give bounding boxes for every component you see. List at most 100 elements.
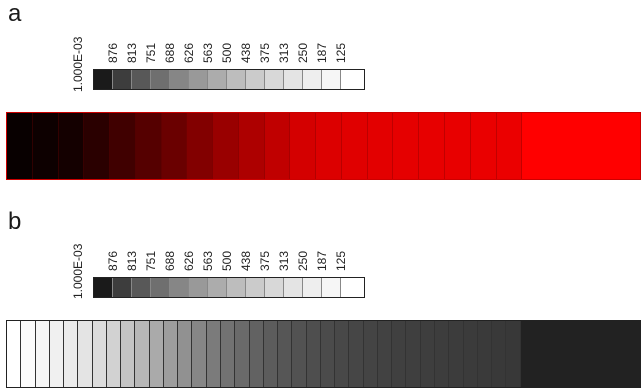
strip-segment [220, 321, 236, 387]
legend-swatch [284, 70, 303, 89]
tick-label: 125 [334, 42, 348, 63]
strip-segment [477, 321, 493, 387]
strip-segment [292, 321, 307, 387]
strip-segment [163, 321, 179, 387]
strip-segment [434, 321, 450, 387]
panel-label-b: b [8, 208, 22, 235]
tick-label: 500 [220, 42, 234, 63]
strip-segment [263, 321, 279, 387]
legend-swatch [246, 278, 265, 297]
legend-swatch [94, 278, 113, 297]
tick-label: 626 [182, 250, 196, 271]
tick-label: 438 [239, 250, 253, 271]
strip-segment [149, 321, 164, 387]
legend-swatch [208, 278, 227, 297]
tick-label: 563 [201, 250, 215, 271]
tick-label: 876 [106, 42, 120, 63]
strip-segment [7, 113, 33, 179]
strip-segment [363, 321, 378, 387]
legend-swatch [132, 70, 151, 89]
legend-swatch [246, 70, 265, 89]
strip-segment [206, 321, 221, 387]
tick-label: 250 [296, 250, 310, 271]
tick-label: 125 [334, 250, 348, 271]
tick-label: 313 [277, 250, 291, 271]
legend-swatch [208, 70, 227, 89]
tick-label: 688 [163, 42, 177, 63]
legend-swatch [265, 70, 284, 89]
strip-segment [106, 321, 122, 387]
strip-segment [187, 113, 214, 179]
strip-segment [249, 321, 264, 387]
legend-swatch [322, 70, 341, 89]
legend-swatch [303, 70, 322, 89]
strip-segment [367, 113, 394, 179]
strip-segment [35, 321, 50, 387]
strip-segment [445, 113, 471, 179]
tick-label: 187 [315, 42, 329, 63]
strip-segment [49, 321, 65, 387]
legend-swatch [227, 278, 246, 297]
panel-label-a: a [8, 0, 22, 27]
strip-segment [135, 321, 150, 387]
tick-label: 688 [163, 250, 177, 271]
tick-label: 187 [315, 250, 329, 271]
tick-label: 876 [106, 250, 120, 271]
legend-swatch [227, 70, 246, 89]
strip-segment [393, 113, 420, 179]
tick-label: 250 [296, 42, 310, 63]
strip-segment [32, 113, 59, 179]
strip-segment [161, 113, 188, 179]
legend-swatch [189, 70, 208, 89]
tick-label: 813 [125, 42, 139, 63]
strip-segment [238, 113, 265, 179]
strip-segment [349, 321, 364, 387]
legend-swatch [341, 70, 360, 89]
scale-title-a: 1.000E-03 [71, 36, 85, 92]
tick-label: 438 [239, 42, 253, 63]
strip-segment [506, 321, 521, 387]
strip-segment [84, 113, 111, 179]
strip-segment [496, 113, 523, 179]
color-strip-b [6, 320, 641, 388]
color-legend-b [93, 277, 365, 298]
strip-segment [78, 321, 93, 387]
strip-segment [492, 321, 507, 387]
strip-segment [213, 113, 239, 179]
strip-segment [290, 113, 317, 179]
strip-segment [306, 321, 321, 387]
strip-segment [110, 113, 136, 179]
strip-segment [320, 321, 336, 387]
tick-label: 813 [125, 250, 139, 271]
strip-segment [520, 321, 640, 387]
strip-segment [235, 321, 250, 387]
strip-segment [178, 321, 193, 387]
strip-segment [278, 321, 293, 387]
tick-label: 751 [144, 250, 158, 271]
legend-swatch [303, 278, 322, 297]
legend-swatch [189, 278, 208, 297]
strip-segment [419, 113, 446, 179]
strip-segment [121, 321, 136, 387]
strip-segment [264, 113, 291, 179]
legend-swatch [113, 70, 132, 89]
strip-segment [341, 113, 368, 179]
legend-swatch [151, 70, 170, 89]
tick-label: 375 [258, 42, 272, 63]
tick-label: 375 [258, 250, 272, 271]
legend-swatch [284, 278, 303, 297]
strip-segment [392, 321, 407, 387]
tick-label: 313 [277, 42, 291, 63]
strip-segment [335, 321, 350, 387]
strip-segment [192, 321, 207, 387]
strip-segment [21, 321, 36, 387]
tick-label: 563 [201, 42, 215, 63]
strip-segment [316, 113, 342, 179]
legend-swatch [113, 278, 132, 297]
strip-segment [420, 321, 435, 387]
color-strip-a [6, 112, 641, 180]
strip-segment [58, 113, 85, 179]
strip-segment [377, 321, 393, 387]
legend-swatch [341, 278, 360, 297]
legend-swatch [322, 278, 341, 297]
